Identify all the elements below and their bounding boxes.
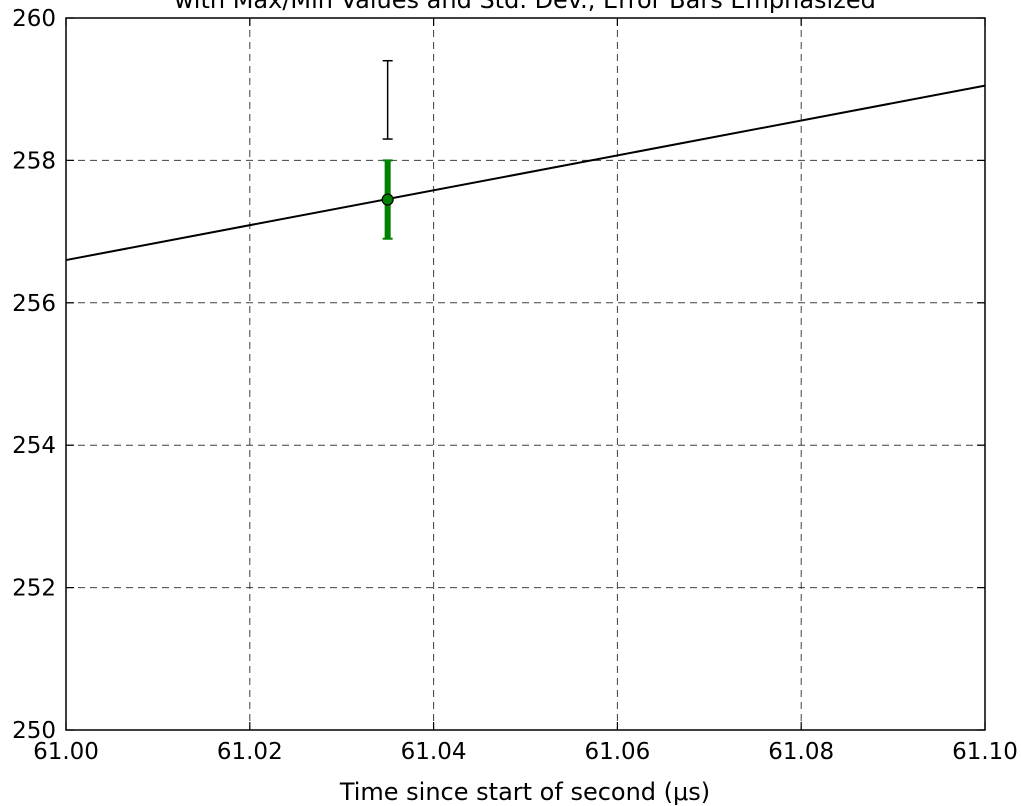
x-tick-label: 61.00 bbox=[33, 739, 99, 765]
y-tick-label: 254 bbox=[12, 433, 56, 459]
x-axis-label: Time since start of second (μs) bbox=[339, 778, 710, 806]
chart-title: with Max/Min Values and Std. Dev., Error… bbox=[174, 0, 876, 14]
y-tick-label: 260 bbox=[12, 6, 56, 32]
data-point bbox=[381, 193, 394, 206]
grid bbox=[66, 18, 985, 730]
plot-frame bbox=[65, 17, 986, 731]
y-tick-label: 250 bbox=[12, 718, 56, 744]
trend-line bbox=[65, 84, 986, 262]
max-min-error-bar bbox=[382, 59, 393, 140]
x-tick-label: 61.08 bbox=[768, 739, 834, 765]
x-tick-label: 61.10 bbox=[952, 739, 1018, 765]
x-axis-ticks: 61.00 61.02 61.04 61.06 61.08 61.10 bbox=[33, 18, 1018, 765]
y-axis-ticks: 250 252 254 256 258 260 bbox=[12, 6, 985, 744]
y-tick-label: 252 bbox=[12, 576, 56, 602]
x-tick-label: 61.04 bbox=[401, 739, 467, 765]
y-tick-label: 258 bbox=[12, 148, 56, 174]
x-tick-label: 61.06 bbox=[584, 739, 650, 765]
x-tick-label: 61.02 bbox=[217, 739, 283, 765]
y-tick-label: 256 bbox=[12, 291, 56, 317]
